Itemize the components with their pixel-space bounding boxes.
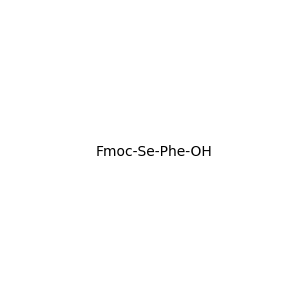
Text: Fmoc-Se-Phe-OH: Fmoc-Se-Phe-OH [95,145,212,158]
